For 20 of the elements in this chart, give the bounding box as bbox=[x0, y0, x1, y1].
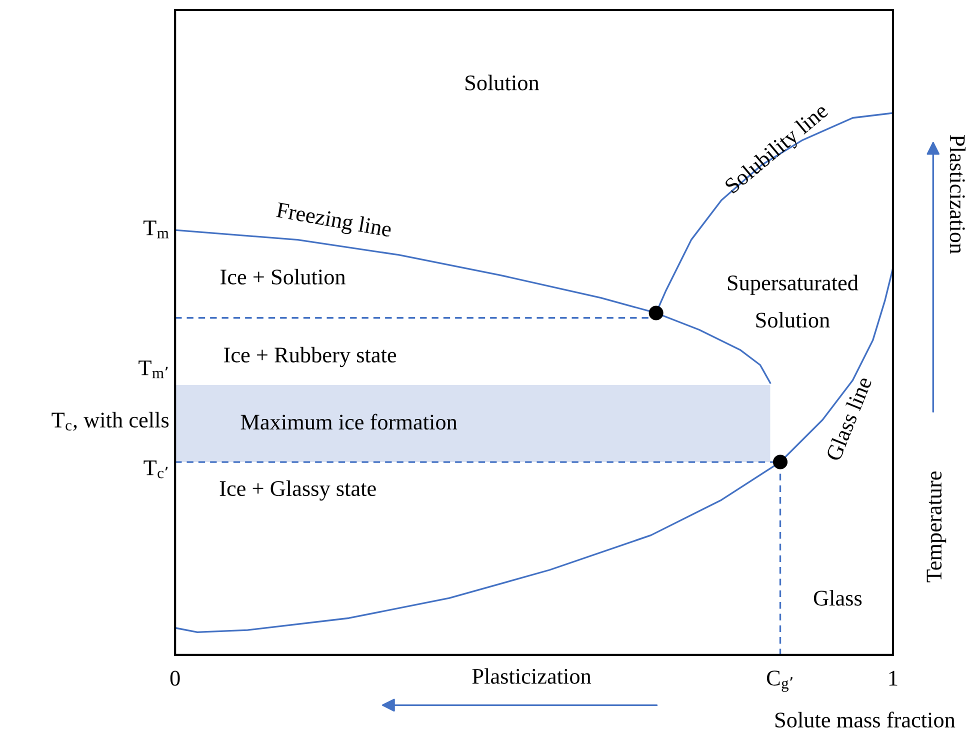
text: Plasticization bbox=[472, 668, 592, 684]
text: T$_{c}$, with cells bbox=[52, 412, 169, 431]
annotation: Supersaturated Solution bbox=[728, 274, 858, 328]
text: T$_{c’}$ bbox=[144, 460, 168, 478]
annotation: Maximum ice formation bbox=[240, 414, 458, 430]
annotation: Ice + Solution bbox=[220, 268, 346, 285]
y-axis-title: Temperature bbox=[926, 471, 946, 582]
text: T$_{m’}$ bbox=[138, 360, 168, 378]
annotation: Glass bbox=[814, 590, 862, 606]
x-axis-title: Solute mass fraction bbox=[775, 712, 956, 728]
annotation: Glass line bbox=[825, 376, 872, 462]
annotation: Freezing line bbox=[275, 202, 392, 242]
x-tick-label: 1 bbox=[889, 670, 898, 686]
text: Plasticization bbox=[950, 134, 966, 254]
x-tick-label: 0 bbox=[170, 670, 180, 686]
text: Solution bbox=[466, 74, 540, 90]
text: T$_{m}$ bbox=[143, 220, 169, 238]
annotation: Ice + Glassy state bbox=[220, 480, 376, 501]
annotation: Ice + Rubbery state bbox=[224, 346, 396, 368]
x-tick-label: C$_{g’}$ bbox=[766, 670, 792, 692]
